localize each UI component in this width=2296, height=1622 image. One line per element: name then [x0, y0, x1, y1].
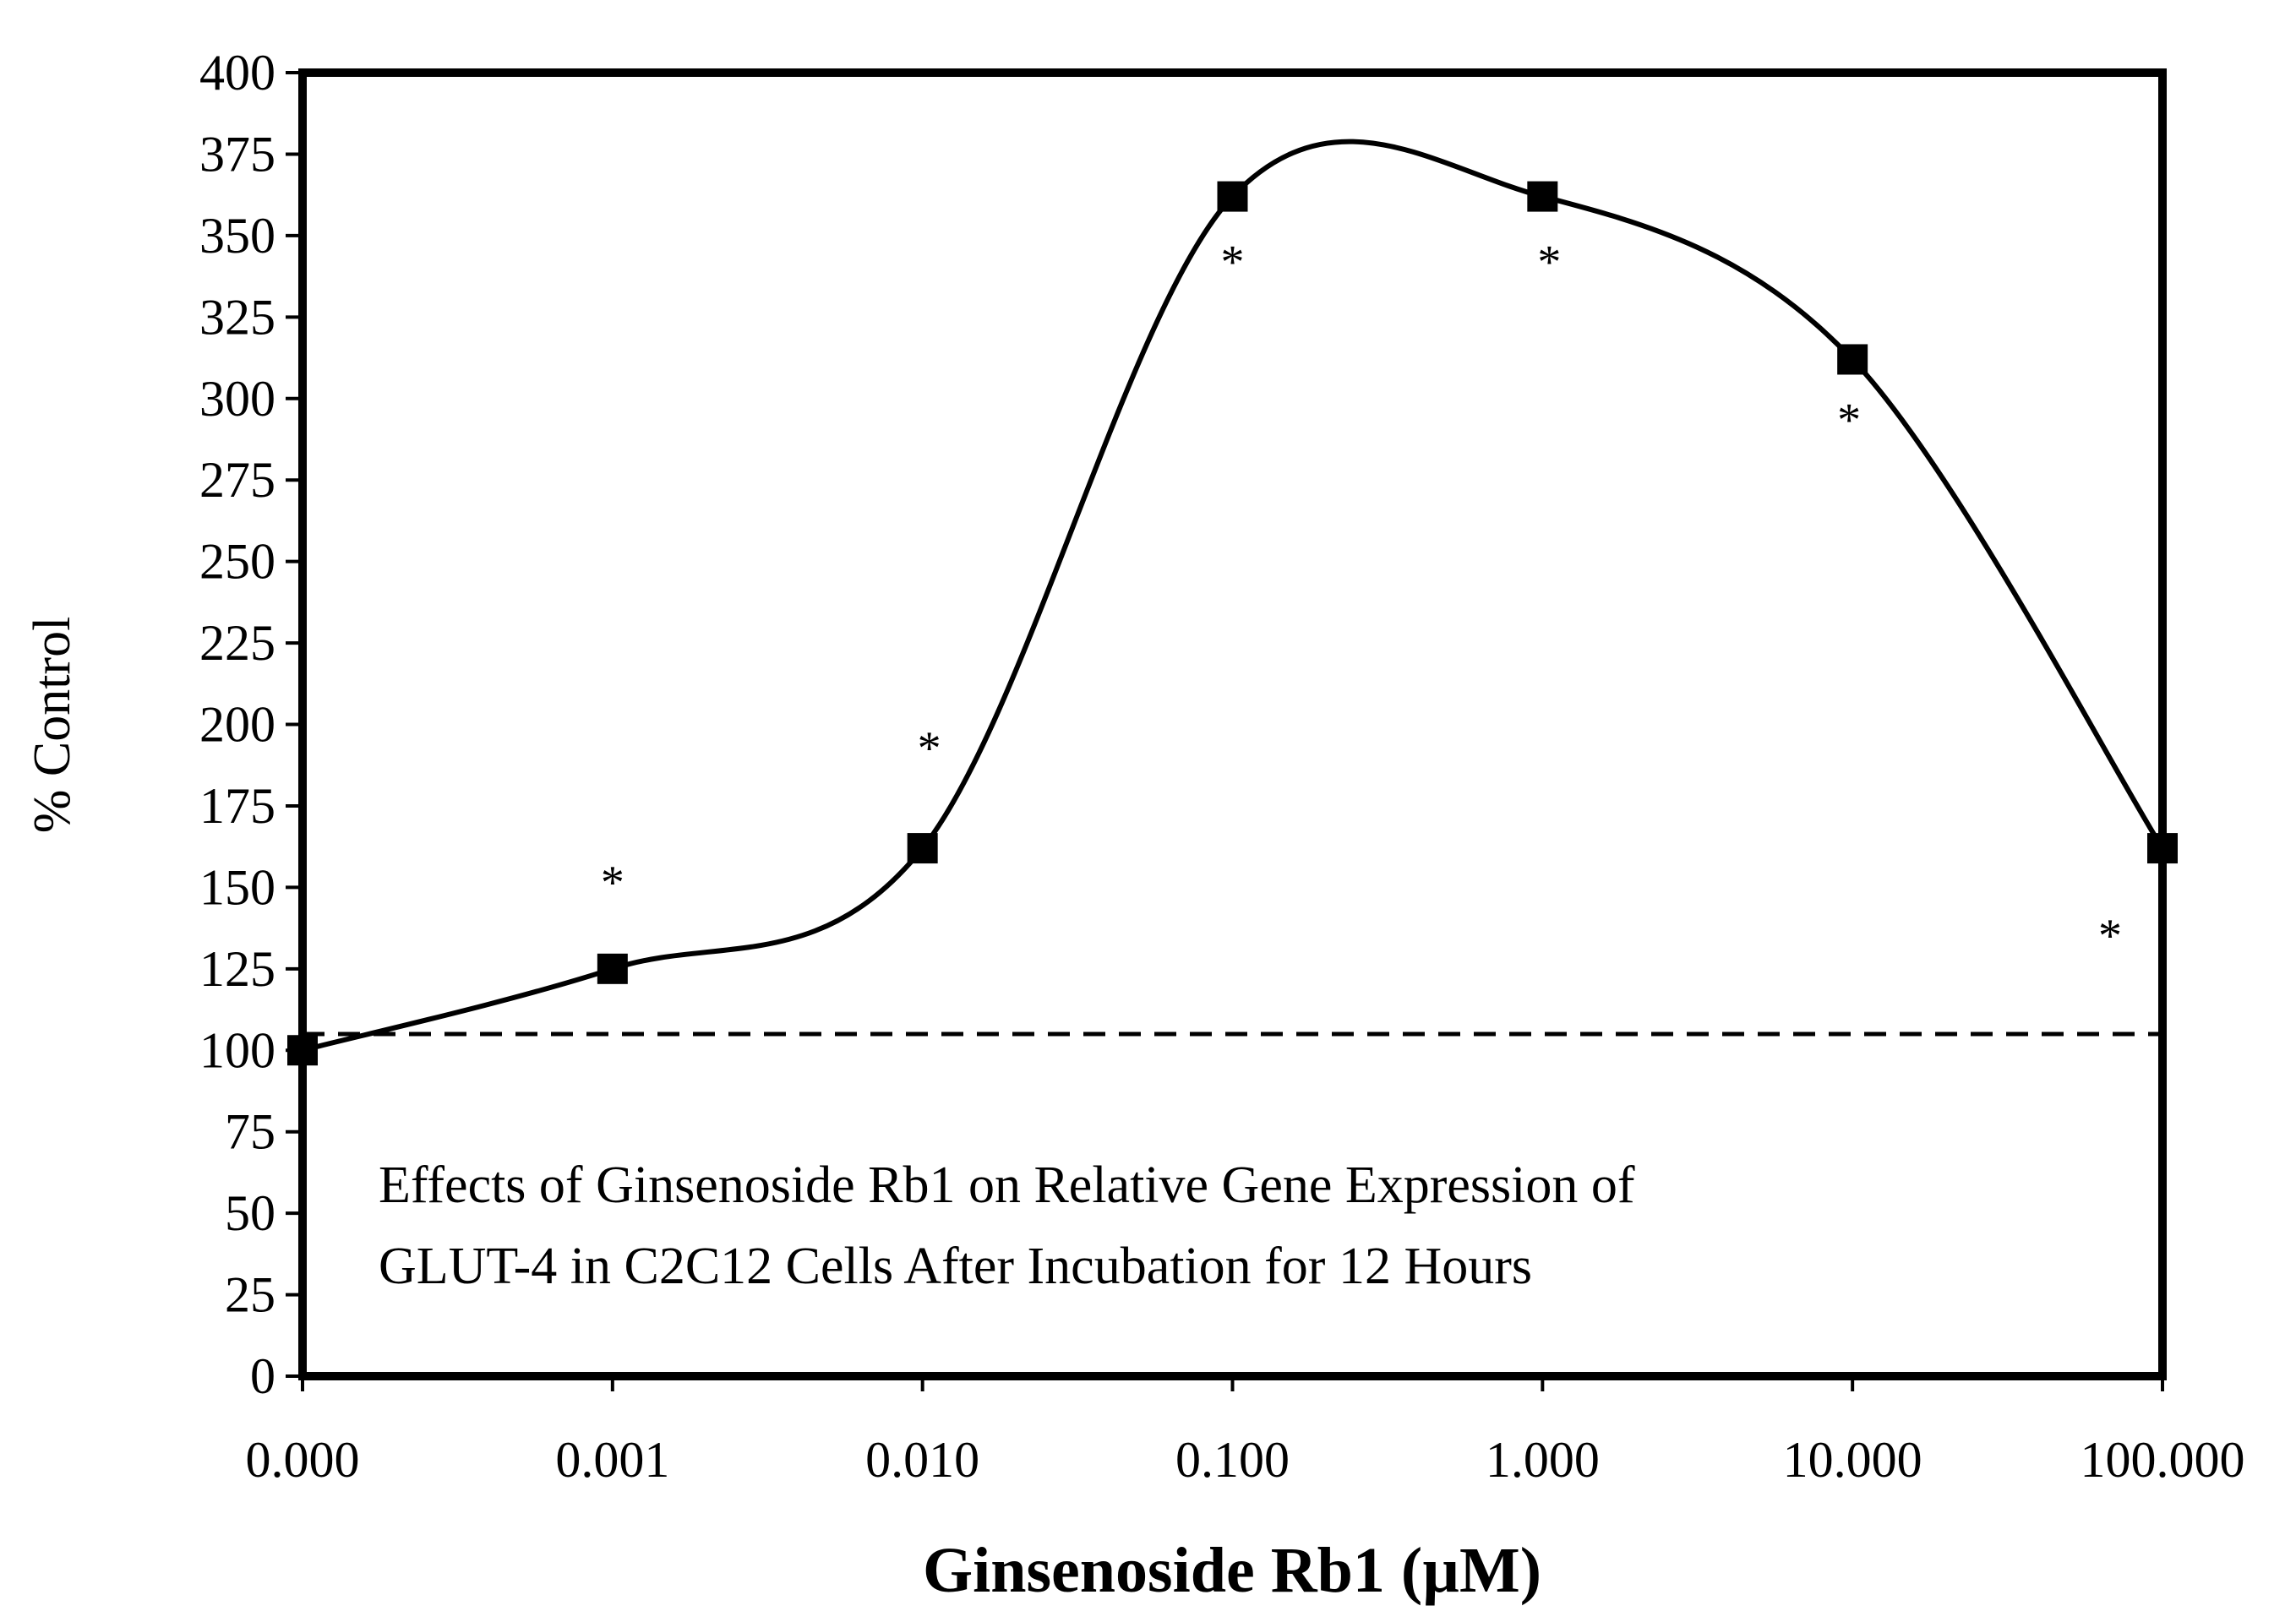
- annotation-line-1: Effects of Ginsenoside Rb1 on Relative G…: [379, 1157, 1635, 1214]
- significance-marker: *: [601, 857, 624, 909]
- x-axis: 0.000 0.001 0.010 0.100 1.000 10.000 100.000: [246, 1376, 2245, 1488]
- data-point-marker: [907, 833, 938, 864]
- y-tick-label: 325: [199, 289, 275, 345]
- y-tick-label: 400: [199, 45, 275, 101]
- x-tick-label: 0.000: [246, 1432, 360, 1488]
- data-point-marker: [1527, 181, 1558, 212]
- significance-layer: * * * * * *: [601, 237, 2122, 962]
- x-tick-label: 0.001: [555, 1432, 669, 1488]
- y-tick-label: 0: [250, 1348, 275, 1404]
- x-tick-label: 1.000: [1486, 1432, 1600, 1488]
- x-tick-label: 0.100: [1175, 1432, 1290, 1488]
- data-point-marker: [597, 953, 628, 984]
- significance-marker: *: [918, 722, 941, 775]
- annotation-line-2: GLUT-4 in C2C12 Cells After Incubation f…: [379, 1238, 1532, 1295]
- y-tick-label: 75: [225, 1104, 275, 1160]
- significance-marker: *: [1221, 237, 1245, 289]
- data-point-marker: [1837, 344, 1868, 375]
- x-tick-label: 0.010: [865, 1432, 979, 1488]
- y-tick-label: 225: [199, 615, 275, 671]
- x-tick-label: 100.000: [2081, 1432, 2245, 1488]
- y-tick-label: 50: [225, 1185, 275, 1241]
- y-tick-label: 100: [199, 1022, 275, 1078]
- y-tick-label: 150: [199, 859, 275, 915]
- y-axis: 0 25 50 75 100 125 150 175 200 225 250 275 300 325 350…: [199, 45, 303, 1404]
- significance-marker: *: [1537, 237, 1561, 289]
- x-axis-title: Ginsenoside Rb1 (µM): [923, 1535, 1541, 1606]
- significance-marker: *: [1837, 394, 1861, 446]
- data-point-marker: [1217, 181, 1248, 212]
- y-tick-label: 275: [199, 452, 275, 508]
- y-tick-label: 175: [199, 778, 275, 834]
- y-tick-label: 350: [199, 208, 275, 264]
- y-tick-label: 375: [199, 126, 275, 182]
- y-tick-label: 25: [225, 1267, 275, 1323]
- y-tick-label: 125: [199, 941, 275, 997]
- y-tick-label: 250: [199, 534, 275, 590]
- x-tick-label: 10.000: [1783, 1432, 1922, 1488]
- y-tick-label: 200: [199, 697, 275, 753]
- significance-marker: *: [2098, 910, 2122, 962]
- y-axis-title: % Control: [24, 617, 81, 834]
- y-tick-label: 300: [199, 371, 275, 427]
- marker-layer: [287, 181, 2178, 1066]
